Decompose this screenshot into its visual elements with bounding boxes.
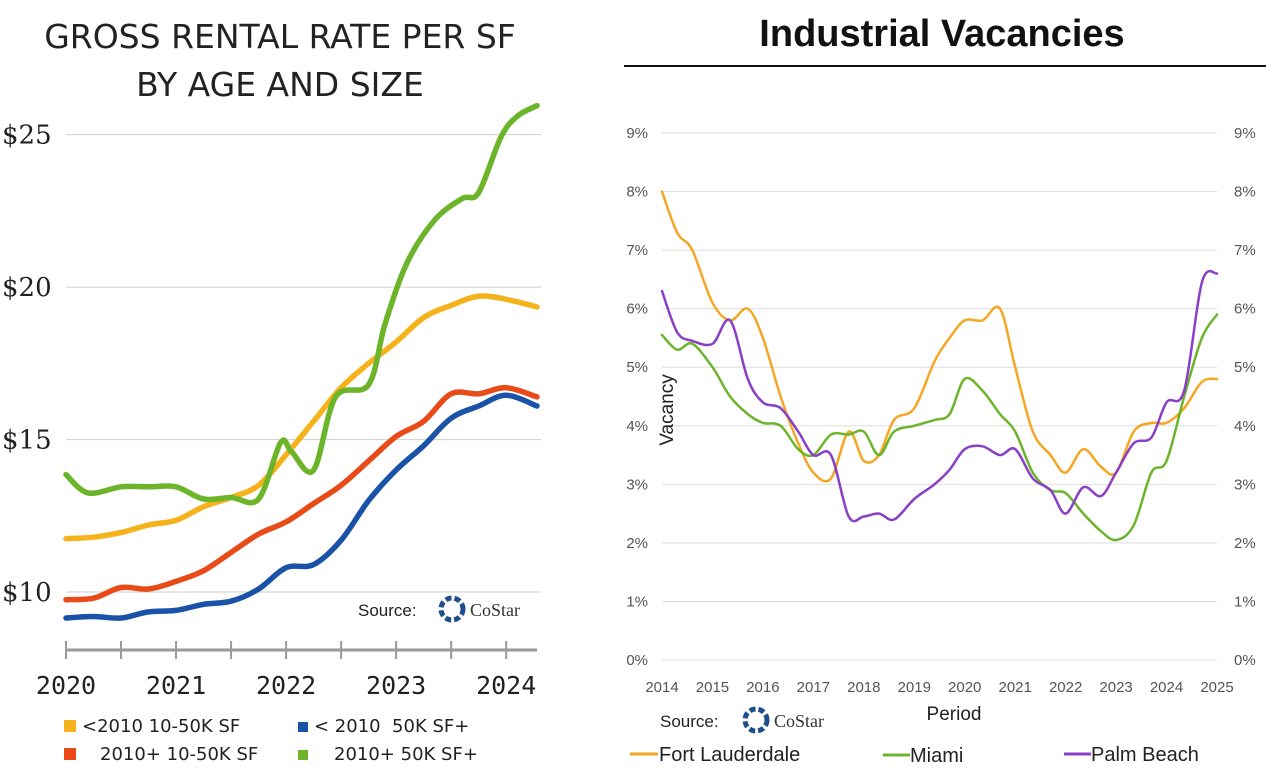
vacancies-x-tick-label: 2016	[746, 679, 779, 696]
vacancies-x-tick-label: 2017	[797, 679, 830, 696]
rental-x-tick-label: 2021	[146, 671, 206, 700]
vacancies-y-tick-label-left: 7%	[626, 242, 648, 259]
legend-label-fort-lauderdale: Fort Lauderdale	[659, 744, 800, 766]
vacancies-x-tick-label: 2022	[1049, 679, 1082, 696]
rental-x-ticks: 2020 2021 2022 2023 2024	[36, 671, 536, 700]
vacancies-y-tick-label-left: 5%	[626, 359, 648, 376]
vacancies-y-tick-label-right: 5%	[1234, 359, 1256, 376]
vacancies-y-ticks-right: 0% 1% 2% 3% 4% 5% 6% 7% 8% 9%	[1234, 125, 1256, 669]
vacancies-x-axis-label: Period	[927, 704, 982, 725]
rental-chart-title: GROSS RENTAL RATE PER SF	[44, 17, 516, 56]
vacancies-y-tick-label-left: 9%	[626, 125, 648, 142]
vacancies-y-tick-label-right: 2%	[1234, 535, 1256, 552]
rental-legend: <2010 10-50K SF < 2010 50K SF+ 2010+ 10-…	[64, 716, 478, 765]
rental-source-brand: CoStar	[470, 600, 520, 620]
series-line-2010-50k-sf	[63, 392, 540, 621]
rental-y-tick-label: $20	[2, 273, 52, 303]
vacancies-series-lines	[660, 190, 1219, 542]
rental-y-tick-label: $15	[2, 426, 52, 456]
legend-swatch-2010plus-large	[298, 750, 308, 760]
rental-x-tick-label: 2022	[256, 671, 316, 700]
vacancies-source: Source: CoStar	[660, 706, 824, 734]
vacancies-x-tick-label: 2015	[696, 679, 729, 696]
legend-label-miami: Miami	[910, 745, 963, 767]
rental-series-lines	[63, 102, 540, 621]
gross-rental-rate-chart: GROSS RENTAL RATE PER SF BY AGE AND SIZE…	[0, 0, 600, 775]
vacancies-y-tick-label-left: 8%	[626, 184, 648, 201]
rental-x-axis	[65, 641, 537, 659]
vacancies-source-brand: CoStar	[774, 711, 824, 731]
rental-y-tick-label: $25	[2, 121, 52, 151]
series-line-fort-lauderdale	[660, 190, 1219, 483]
vacancies-x-tick-label: 2018	[847, 679, 880, 696]
vacancies-y-tick-label-right: 4%	[1234, 418, 1256, 435]
vacancies-x-tick-label: 2023	[1099, 679, 1132, 696]
rental-x-tick-label: 2023	[366, 671, 426, 700]
legend-label-lt2010-large: < 2010 50K SF+	[314, 716, 469, 737]
rental-source: Source: CoStar	[358, 595, 520, 623]
rental-source-label: Source:	[358, 601, 417, 620]
legend-swatch-lt2010-small	[64, 720, 76, 732]
rental-chart-subtitle: BY AGE AND SIZE	[136, 65, 424, 104]
vacancies-chart-title: Industrial Vacancies	[759, 13, 1124, 55]
vacancies-x-tick-label: 2020	[948, 679, 981, 696]
legend-label-palm-beach: Palm Beach	[1091, 744, 1199, 766]
vacancies-y-axis-label: Vacancy	[657, 374, 678, 446]
series-line-2010-50k-sf	[63, 102, 540, 506]
series-line-2010-10-50k-sf	[63, 293, 540, 542]
vacancies-legend: Fort Lauderdale Miami Palm Beach	[630, 744, 1199, 767]
vacancies-y-tick-label-left: 0%	[626, 652, 648, 669]
legend-label-2010plus-large: 2010+ 50K SF+	[334, 744, 478, 765]
vacancies-y-tick-label-right: 0%	[1234, 652, 1256, 669]
vacancies-y-tick-label-left: 4%	[626, 418, 648, 435]
rental-x-tick-label: 2020	[36, 671, 96, 700]
legend-swatch-2010plus-small	[64, 748, 76, 760]
vacancies-grid	[662, 132, 1217, 661]
vacancies-x-tick-label: 2014	[645, 679, 678, 696]
costar-logo-icon	[742, 706, 770, 734]
legend-label-lt2010-small: <2010 10-50K SF	[82, 716, 240, 737]
vacancies-y-ticks-left: 0% 1% 2% 3% 4% 5% 6% 7% 8% 9%	[626, 125, 648, 669]
legend-swatch-lt2010-large	[298, 722, 308, 732]
vacancies-source-label: Source:	[660, 712, 719, 731]
rental-y-ticks: $10 $15 $20 $25	[2, 121, 52, 608]
vacancies-x-tick-label: 2019	[898, 679, 931, 696]
vacancies-x-tick-label: 2025	[1200, 679, 1233, 696]
costar-logo-icon	[438, 595, 466, 623]
vacancies-y-tick-label-right: 8%	[1234, 184, 1256, 201]
vacancies-y-tick-label-left: 3%	[626, 476, 648, 493]
vacancies-x-tick-label: 2021	[998, 679, 1031, 696]
vacancies-x-ticks: 2014 2015 2016 2017 2018 2019 2020 2021 2022 2023…	[645, 679, 1233, 696]
rental-rate-svg: GROSS RENTAL RATE PER SF BY AGE AND SIZE…	[2, 17, 541, 765]
vacancies-y-tick-label-right: 1%	[1234, 593, 1256, 610]
rental-grid	[66, 134, 541, 593]
legend-label-2010plus-small: 2010+ 10-50K SF	[100, 744, 258, 765]
vacancies-svg: Industrial Vacancies 0% 1% 2% 3% 4% 5% 6% 7% 8% 9…	[624, 13, 1266, 767]
vacancies-y-tick-label-left: 6%	[626, 301, 648, 318]
vacancies-y-tick-label-right: 7%	[1234, 242, 1256, 259]
vacancies-y-tick-label-right: 6%	[1234, 301, 1256, 318]
rental-y-tick-label: $10	[2, 578, 52, 608]
series-line-palm-beach	[660, 269, 1219, 523]
series-line-miami	[660, 313, 1219, 542]
vacancies-y-tick-label-right: 9%	[1234, 125, 1256, 142]
series-line-2010-10-50k-sf	[63, 384, 540, 603]
vacancies-y-tick-label-left: 2%	[626, 535, 648, 552]
vacancies-y-tick-label-left: 1%	[626, 593, 648, 610]
vacancies-y-tick-label-right: 3%	[1234, 476, 1256, 493]
industrial-vacancies-chart: Industrial Vacancies 0% 1% 2% 3% 4% 5% 6% 7% 8% 9…	[600, 0, 1266, 775]
vacancies-x-tick-label: 2024	[1150, 679, 1183, 696]
rental-x-tick-label: 2024	[476, 671, 536, 700]
